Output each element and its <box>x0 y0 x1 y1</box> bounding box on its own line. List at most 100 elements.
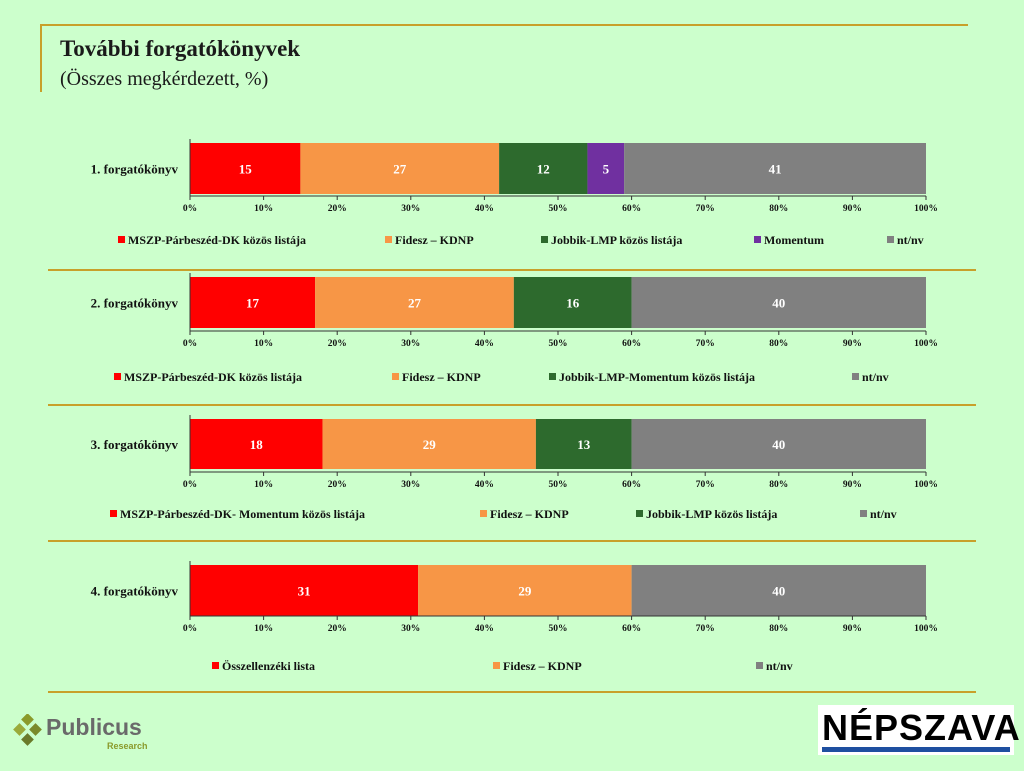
bar-value-label: 17 <box>246 296 260 311</box>
bar-segment <box>300 143 500 194</box>
bar-value-label: 15 <box>239 162 253 177</box>
top-rule <box>40 24 968 26</box>
legend-label: Jobbik-LMP-Momentum közös listája <box>559 370 755 384</box>
x-tick-label: 60% <box>622 339 641 349</box>
bar-segment <box>624 143 926 194</box>
x-tick-label: 20% <box>328 480 347 490</box>
legend-swatch <box>493 662 500 669</box>
bar-segment <box>190 277 316 328</box>
bar-value-label: 40 <box>772 437 785 452</box>
bar-segment <box>190 419 323 469</box>
x-tick-label: 70% <box>696 624 715 634</box>
legend-swatch <box>114 373 121 380</box>
legend-label: Jobbik-LMP közös listája <box>646 507 777 521</box>
bar-segment <box>631 565 926 616</box>
legend-label: Fidesz – KDNP <box>395 233 474 247</box>
category-label: 1. forgatókönyv <box>91 162 179 177</box>
x-tick-label: 100% <box>914 624 938 634</box>
page-subtitle: (Összes megkérdezett, %) <box>60 68 269 90</box>
bar-segment <box>513 277 632 328</box>
legend-swatch <box>110 510 117 517</box>
bar-segment <box>418 565 632 616</box>
x-tick-label: 50% <box>549 624 568 634</box>
legend-label: Jobbik-LMP közös listája <box>551 233 682 247</box>
x-tick-label: 70% <box>696 204 715 214</box>
bar-value-label: 40 <box>772 296 785 311</box>
left-rule <box>40 24 42 92</box>
x-tick-label: 10% <box>254 480 273 490</box>
x-tick-label: 90% <box>843 480 862 490</box>
x-tick-label: 30% <box>401 480 420 490</box>
x-tick-label: 40% <box>475 624 494 634</box>
bar-value-label: 31 <box>298 584 311 599</box>
x-tick-label: 80% <box>769 204 788 214</box>
bar-segment <box>535 419 632 469</box>
legend-label: nt/nv <box>766 659 793 673</box>
x-tick-label: 60% <box>622 480 641 490</box>
x-tick-label: 10% <box>254 204 273 214</box>
legend-swatch <box>118 236 125 243</box>
legend-label: nt/nv <box>870 507 897 521</box>
legend-swatch <box>756 662 763 669</box>
legend-label: Fidesz – KDNP <box>503 659 582 673</box>
x-tick-label: 30% <box>401 204 420 214</box>
x-tick-label: 70% <box>696 339 715 349</box>
x-tick-label: 0% <box>183 480 197 490</box>
x-tick-label: 10% <box>254 339 273 349</box>
nepszava-logo-strip <box>822 747 1010 752</box>
bar-value-label: 41 <box>769 162 782 177</box>
legend-swatch <box>549 373 556 380</box>
bar-value-label: 18 <box>250 437 264 452</box>
x-tick-label: 70% <box>696 480 715 490</box>
category-label: 2. forgatókönyv <box>91 296 179 311</box>
publicus-logo: Publicus Research <box>12 712 162 756</box>
publicus-logo-subtext: Research <box>107 741 148 751</box>
x-tick-label: 40% <box>475 339 494 349</box>
x-tick-label: 60% <box>622 624 641 634</box>
legend-label: MSZP-Párbeszéd-DK közös listája <box>124 370 302 384</box>
legend-swatch <box>754 236 761 243</box>
bar-segment <box>631 277 926 328</box>
x-tick-label: 90% <box>843 339 862 349</box>
legend-label: Momentum <box>764 233 824 247</box>
bar-value-label: 13 <box>577 437 591 452</box>
bar-segment <box>587 143 625 194</box>
publicus-logo-icon <box>13 714 42 746</box>
x-tick-label: 50% <box>549 480 568 490</box>
legend-label: MSZP-Párbeszéd-DK közös listája <box>128 233 306 247</box>
bar-value-label: 5 <box>603 162 610 177</box>
x-tick-label: 30% <box>401 624 420 634</box>
legend-swatch <box>212 662 219 669</box>
x-tick-label: 80% <box>769 339 788 349</box>
nepszava-logo-text: NÉPSZAVA <box>822 707 1021 748</box>
legend-swatch <box>541 236 548 243</box>
x-tick-label: 80% <box>769 480 788 490</box>
publicus-logo-text: Publicus <box>46 714 142 740</box>
legend-label: Fidesz – KDNP <box>490 507 569 521</box>
category-label: 4. forgatókönyv <box>91 584 179 599</box>
legend-label: nt/nv <box>862 370 889 384</box>
x-tick-label: 50% <box>549 339 568 349</box>
page-title: További forgatókönyvek <box>60 36 301 61</box>
legend-swatch <box>852 373 859 380</box>
bar-segment <box>631 419 926 469</box>
bar-value-label: 40 <box>772 584 785 599</box>
x-tick-label: 20% <box>328 339 347 349</box>
legend-label: Fidesz – KDNP <box>402 370 481 384</box>
legend-label: nt/nv <box>897 233 924 247</box>
bar-segment <box>190 143 301 194</box>
x-tick-label: 0% <box>183 624 197 634</box>
legend-swatch <box>392 373 399 380</box>
x-tick-label: 50% <box>549 204 568 214</box>
category-label: 3. forgatókönyv <box>91 437 179 452</box>
x-tick-label: 40% <box>475 204 494 214</box>
bar-value-label: 29 <box>518 584 532 599</box>
bar-value-label: 27 <box>393 162 407 177</box>
x-tick-label: 20% <box>328 624 347 634</box>
x-tick-label: 30% <box>401 339 420 349</box>
bar-segment <box>315 277 514 328</box>
x-tick-label: 100% <box>914 204 938 214</box>
x-tick-label: 80% <box>769 624 788 634</box>
bar-segment <box>190 565 419 616</box>
